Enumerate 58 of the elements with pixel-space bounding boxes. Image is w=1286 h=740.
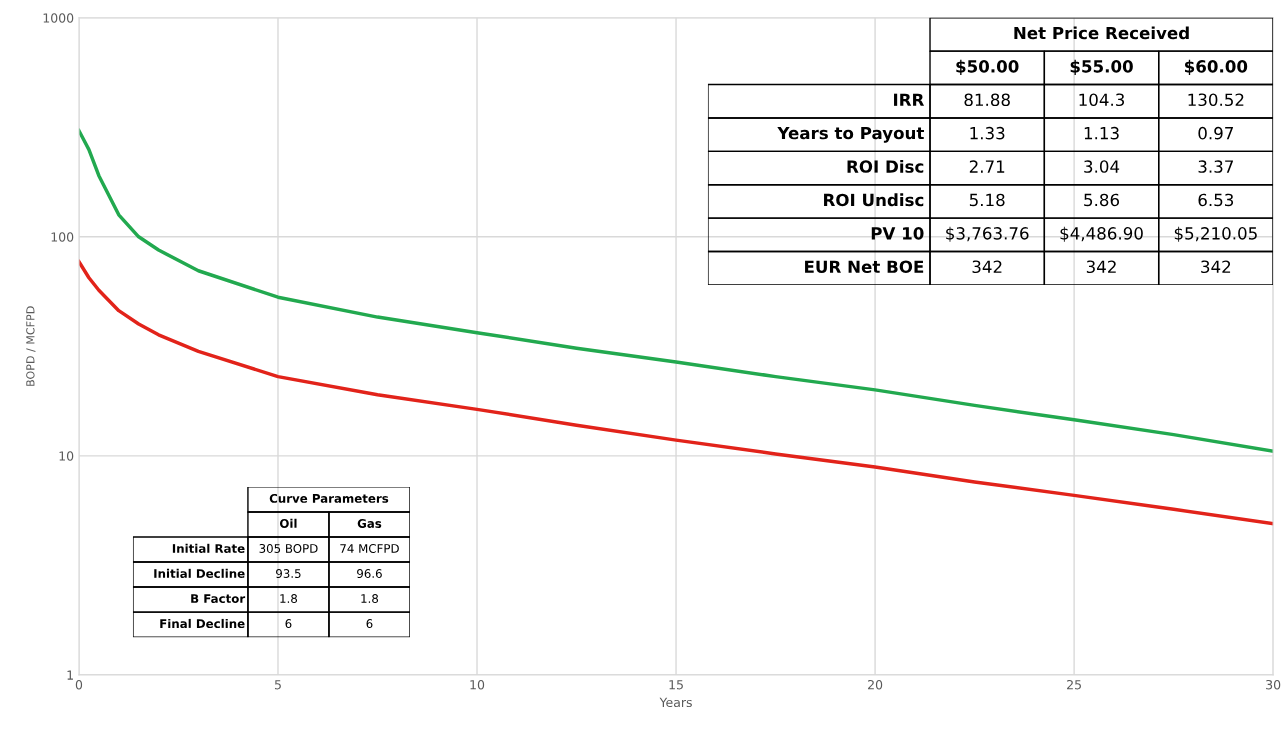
- text: 5.18: [969, 193, 1005, 207]
- category-label: Gas: [357, 518, 382, 528]
- text: 6.53: [1198, 193, 1234, 207]
- category-label: ROI Disc: [847, 159, 924, 173]
- line-series: [78, 128, 1274, 453]
- category-label: PV 10: [871, 227, 924, 240]
- x-tick-label: 5: [274, 680, 281, 690]
- y-axis-title: BOPD / MCFPD: [26, 306, 36, 386]
- x-tick-label: 30: [1266, 679, 1281, 690]
- text: $3,763.76: [946, 226, 1029, 242]
- text: 3.04: [1084, 160, 1120, 173]
- category-label: EUR Net BOE: [805, 260, 924, 274]
- category-label: B Factor: [191, 594, 246, 604]
- y-tick-label: 1000: [43, 13, 74, 23]
- x-tick-label: 15: [669, 680, 683, 690]
- text: 6: [285, 619, 292, 629]
- text: 104.3: [1079, 93, 1125, 107]
- text: 2.71: [969, 160, 1005, 173]
- text: 6: [366, 619, 373, 629]
- text: 305 BOPD: [259, 544, 318, 553]
- text: 342: [1201, 260, 1231, 274]
- category-label: $60.00: [1184, 59, 1248, 75]
- text: 93.5: [276, 569, 301, 578]
- x-tick-label: 25: [1067, 679, 1081, 690]
- x-tick-label: 10: [470, 679, 485, 690]
- x-axis-title: Years: [659, 697, 692, 708]
- category-label: Years to Payout: [777, 126, 924, 143]
- category-label: Initial Rate: [172, 543, 245, 553]
- text: 1.33: [970, 126, 1005, 140]
- category-label: Oil: [279, 518, 297, 528]
- text: 1.8: [361, 594, 379, 604]
- text: 1.13: [1084, 126, 1119, 140]
- x-tick-label: 20: [868, 679, 883, 690]
- text: 342: [972, 260, 1002, 274]
- x-tick-label: 0: [75, 679, 83, 690]
- text: 5.86: [1084, 193, 1120, 207]
- text: $5,210.05: [1174, 226, 1257, 242]
- text: Net Price Received: [1014, 26, 1189, 40]
- text: 3.37: [1198, 160, 1233, 173]
- category-label: $50.00: [956, 59, 1019, 75]
- category-label: Initial Decline: [154, 568, 245, 578]
- text: $4,486.90: [1060, 226, 1143, 242]
- text: 96.6: [357, 569, 382, 578]
- category-label: ROI Undisc: [824, 193, 924, 207]
- category-label: Final Decline: [160, 618, 245, 629]
- text: 130.52: [1188, 93, 1244, 107]
- category-label: IRR: [894, 93, 925, 106]
- line-series: [78, 259, 1274, 526]
- y-tick-label: 100: [51, 232, 74, 242]
- category-label: $55.00: [1070, 59, 1133, 75]
- text: 342: [1086, 260, 1116, 274]
- text: 0.97: [1198, 126, 1233, 140]
- y-tick-label: 1: [67, 670, 73, 680]
- text: 74 MCFPD: [340, 544, 399, 553]
- text: Curve Parameters: [269, 493, 389, 503]
- y-tick-label: 10: [59, 451, 74, 461]
- text: 1.8: [280, 594, 298, 604]
- text: 81.88: [964, 93, 1010, 107]
